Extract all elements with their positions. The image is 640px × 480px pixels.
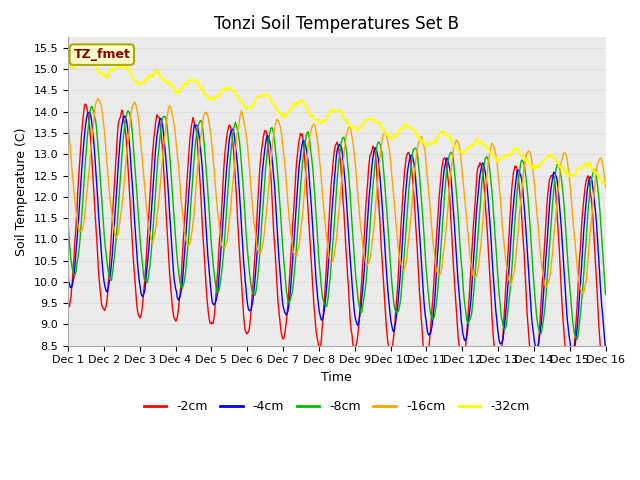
-4cm: [64, 273, 72, 278]
-2cm: [602, 381, 609, 387]
-16cm: [602, 184, 609, 190]
-32cm: [602, 181, 609, 187]
Line: -32cm: -32cm: [68, 56, 605, 184]
-4cm: [213, 295, 221, 300]
-32cm: [184, 79, 192, 84]
-2cm: [81, 101, 89, 107]
-16cm: [94, 96, 102, 101]
-4cm: [74, 228, 81, 234]
-16cm: [64, 120, 72, 125]
-32cm: [213, 92, 221, 98]
-2cm: [403, 152, 410, 158]
-32cm: [419, 139, 426, 144]
-4cm: [602, 345, 609, 350]
-16cm: [74, 221, 81, 227]
-2cm: [130, 263, 138, 268]
-4cm: [419, 273, 426, 279]
X-axis label: Time: Time: [321, 371, 352, 384]
-16cm: [130, 101, 138, 107]
-4cm: [569, 351, 577, 357]
-32cm: [130, 77, 138, 83]
-32cm: [64, 65, 72, 71]
-8cm: [419, 208, 426, 214]
-8cm: [602, 291, 609, 297]
Line: -16cm: -16cm: [68, 98, 605, 294]
Y-axis label: Soil Temperature (C): Soil Temperature (C): [15, 127, 28, 256]
Line: -2cm: -2cm: [68, 104, 605, 384]
-8cm: [88, 104, 96, 109]
Line: -8cm: -8cm: [68, 107, 605, 339]
Line: -4cm: -4cm: [68, 112, 605, 354]
-8cm: [213, 288, 221, 294]
-16cm: [213, 201, 221, 206]
-32cm: [83, 53, 90, 59]
Legend: -2cm, -4cm, -8cm, -16cm, -32cm: -2cm, -4cm, -8cm, -16cm, -32cm: [139, 395, 534, 418]
Title: Tonzi Soil Temperatures Set B: Tonzi Soil Temperatures Set B: [214, 15, 460, 33]
-8cm: [74, 256, 81, 262]
-8cm: [184, 238, 192, 244]
Text: TZ_fmet: TZ_fmet: [74, 48, 131, 61]
-16cm: [419, 137, 426, 143]
-8cm: [573, 336, 581, 342]
-8cm: [403, 216, 410, 222]
-2cm: [419, 330, 426, 336]
-8cm: [130, 150, 138, 156]
-2cm: [74, 190, 81, 195]
-16cm: [184, 243, 192, 249]
-16cm: [579, 291, 587, 297]
-4cm: [130, 205, 138, 211]
-32cm: [74, 60, 81, 66]
-32cm: [403, 122, 410, 128]
-4cm: [184, 194, 192, 200]
-2cm: [64, 301, 72, 307]
-4cm: [403, 178, 410, 183]
-16cm: [403, 256, 410, 262]
-8cm: [64, 219, 72, 225]
-2cm: [184, 156, 192, 162]
-4cm: [85, 109, 93, 115]
-2cm: [213, 281, 221, 287]
-32cm: [600, 181, 608, 187]
